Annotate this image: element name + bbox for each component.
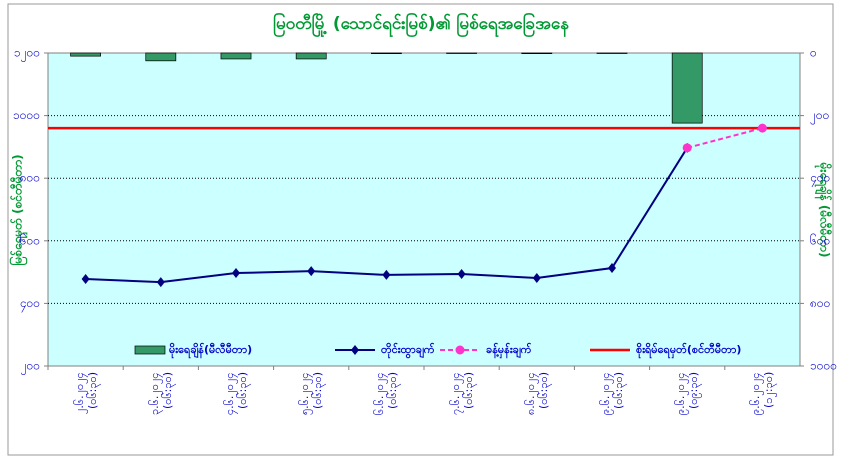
x-tick-label: ၉.၆.၂၀၂၄ (၁၂:၃၀) <box>749 372 776 415</box>
legend-swatch <box>134 345 166 355</box>
legend-label: တိုင်းထွာချက် <box>381 342 435 359</box>
y2-tick-label: ၄၀၀ <box>810 171 830 188</box>
point <box>156 277 165 288</box>
bar <box>596 52 628 54</box>
point <box>757 123 767 133</box>
y2-tick-label: ၈၀၀ <box>810 296 830 310</box>
x-tick-label: ၃.၆.၂၀၂၄ (၀၆:၃၀) <box>147 372 174 415</box>
y-tick-label: ၄၀၀ <box>20 296 40 313</box>
y2-tick-label: ၀ <box>810 46 817 60</box>
x-tick-label: ၉.၆.၂၀၂၄ (၀၆:၃၀) <box>599 372 625 415</box>
x-tick-label: ၇.၆.၂၀၂၄ (၀၆:၃၀) <box>448 372 475 415</box>
x-tick-label: ၄.၆.၂၀၂၄ (၀၆:၃၀) <box>223 372 249 415</box>
point <box>457 268 466 279</box>
y-tick-label: ၈၀၀ <box>20 171 40 185</box>
legend-label: ခန့်မှန်းချက် <box>486 342 532 359</box>
x-tick-label: ၆.၆.၂၀၂၄ (၀၆:၃၀) <box>373 372 400 415</box>
bar <box>220 52 252 60</box>
bar <box>371 52 402 54</box>
x-tick-label: ၂.၆.၂၀၂၄ (၀၆:၃၀) <box>72 372 99 414</box>
y2-tick-label: ၁၀၀၀ <box>810 359 837 373</box>
bar <box>521 52 553 54</box>
y2-tick-label: ၆၀၀ <box>810 232 830 247</box>
legend-label: မိုးရေချိန်(မီလီမီတာ) <box>169 342 252 359</box>
legend-marker <box>351 345 359 355</box>
point <box>608 263 616 274</box>
y2-tick-label: ၂၀၀ <box>810 108 829 125</box>
bar <box>295 52 327 60</box>
bar <box>446 52 477 54</box>
y-tick-label: ၁၀၀၀ <box>13 108 40 122</box>
y-axis-title: မြစ်ရေမှတ် (စင်တီမီတာ) <box>8 154 29 265</box>
x-tick-label: ၉.၆.၂၀၂၄ (၀၉:၃၀) <box>674 372 701 415</box>
chart-title: မြဝတီမြို့ (သောင်ရင်းမြစ်)၏ မြစ်ရေအခြေအန… <box>273 11 569 38</box>
point <box>532 273 541 284</box>
y-tick-label: ၆၀၀ <box>20 232 40 247</box>
bar <box>671 52 703 124</box>
y-tick-label: ၁၂၀၀ <box>14 46 40 63</box>
bar <box>70 52 101 57</box>
point <box>307 266 316 277</box>
bar <box>145 52 177 62</box>
point <box>81 273 90 284</box>
x-tick-label: ၈.၆.၂၀၂၄ (၀၆:၃၀) <box>523 372 550 415</box>
line <box>686 127 763 149</box>
point <box>382 269 391 280</box>
x-tick-label: ၅.၆.၂၀၂၄ (၀၆:၃၀) <box>298 372 325 415</box>
legend-label: စိုးရိမ်ရေမှတ်(စင်တီမီတာ) <box>636 342 741 359</box>
y-tick-label: ၂၀၀ <box>21 359 40 376</box>
y2-axis-title: မိုးရေချိန် (မီလီမီတာ) <box>814 162 834 258</box>
point <box>232 268 240 279</box>
legend-marker <box>455 345 465 355</box>
point <box>682 143 692 153</box>
